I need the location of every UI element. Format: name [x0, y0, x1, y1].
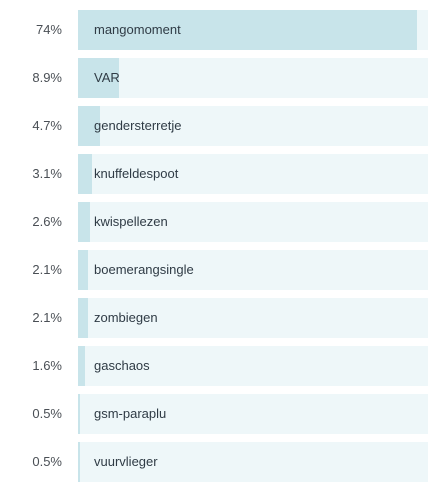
value-label: 1.6% — [32, 358, 62, 373]
bar-track: zombiegen — [78, 298, 428, 338]
value-label: 2.1% — [32, 310, 62, 325]
bar-row: 2.1% boemerangsingle — [0, 250, 428, 290]
bar-track: knuffeldespoot — [78, 154, 428, 194]
value-label: 2.1% — [32, 262, 62, 277]
bar-track: gaschaos — [78, 346, 428, 386]
category-label: gaschaos — [94, 358, 150, 373]
bar-track: mangomoment — [78, 10, 428, 50]
bar-row: 3.1% knuffeldespoot — [0, 154, 428, 194]
category-label: VAR — [94, 70, 120, 85]
bar-row: 1.6% gaschaos — [0, 346, 428, 386]
category-label: mangomoment — [94, 22, 181, 37]
value-label: 0.5% — [32, 406, 62, 421]
bar — [78, 154, 93, 194]
category-label: gendersterretje — [94, 118, 182, 133]
bar-track: VAR — [78, 58, 428, 98]
bar-track: boemerangsingle — [78, 250, 428, 290]
bar — [78, 202, 90, 242]
value-label: 0.5% — [32, 454, 62, 469]
bar — [78, 346, 86, 386]
bar-row: 2.1% zombiegen — [0, 298, 428, 338]
bar-track: kwispellezen — [78, 202, 428, 242]
category-label: zombiegen — [94, 310, 158, 325]
category-label: boemerangsingle — [94, 262, 194, 277]
bar-track: gsm-paraplu — [78, 394, 428, 434]
bar-row: 0.5% vuurvlieger — [0, 442, 428, 482]
category-label: kwispellezen — [94, 214, 168, 229]
bar-row: 2.6% kwispellezen — [0, 202, 428, 242]
bar — [78, 250, 88, 290]
bar-row: 74% mangomoment — [0, 10, 428, 50]
bar-track: gendersterretje — [78, 106, 428, 146]
category-label: knuffeldespoot — [94, 166, 179, 181]
bar — [78, 58, 119, 98]
value-label: 8.9% — [32, 70, 62, 85]
bar — [78, 298, 88, 338]
category-label: vuurvlieger — [94, 454, 158, 469]
value-label: 2.6% — [32, 214, 62, 229]
bar — [78, 106, 100, 146]
bar — [78, 394, 81, 434]
category-label: gsm-paraplu — [94, 406, 167, 421]
bar — [78, 442, 81, 482]
bar-row: 4.7% gendersterretje — [0, 106, 428, 146]
value-label: 4.7% — [32, 118, 62, 133]
value-label: 74% — [35, 22, 62, 37]
bar-row: 8.9% VAR — [0, 58, 428, 98]
bar-track: vuurvlieger — [78, 442, 428, 482]
bar-row: 0.5% gsm-paraplu — [0, 394, 428, 434]
bar — [78, 10, 417, 50]
value-label: 3.1% — [32, 166, 62, 181]
